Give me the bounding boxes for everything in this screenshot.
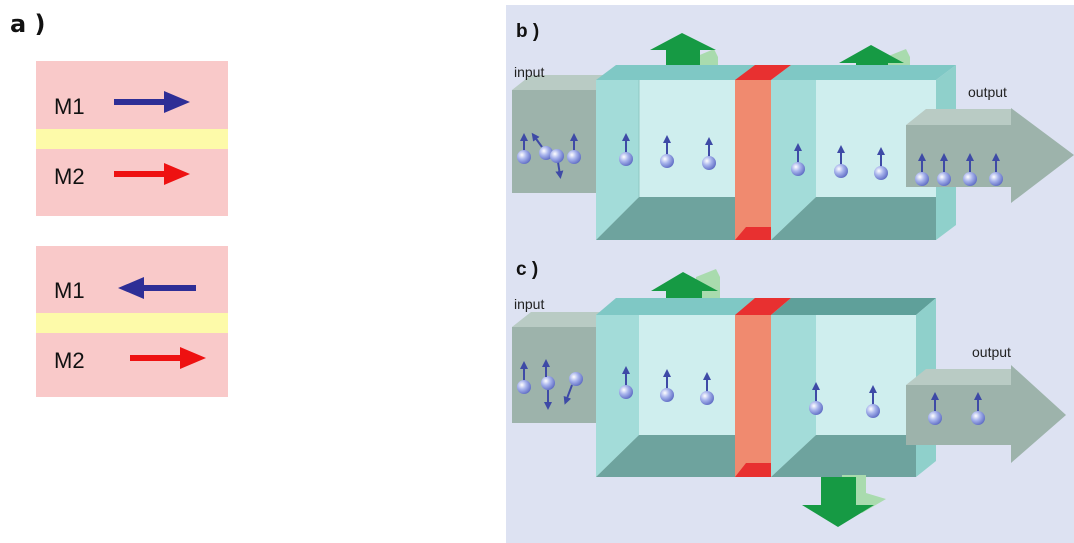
magnetic-layer-m2: M2 bbox=[36, 149, 228, 216]
magnetic-layer-m1: M1 bbox=[36, 61, 228, 129]
m1-label: M1 bbox=[54, 94, 85, 119]
block-left-top bbox=[596, 298, 766, 315]
barrier-top bbox=[735, 65, 791, 80]
block-right-bottom bbox=[771, 197, 936, 240]
magnetic-layer-m2: M2 bbox=[36, 333, 228, 397]
electron-spin-icons bbox=[517, 359, 985, 425]
m2-label: M2 bbox=[54, 164, 85, 189]
output-beam-top bbox=[906, 369, 1011, 385]
m2-label: M2 bbox=[54, 348, 85, 373]
block-left-side bbox=[596, 315, 639, 477]
block-left-bottom bbox=[596, 435, 735, 477]
barrier-top bbox=[735, 298, 791, 315]
nonmagnetic-spacer bbox=[36, 129, 228, 149]
panel-b-label: b ) bbox=[516, 21, 539, 42]
stack-antiparallel: M1 M2 bbox=[36, 246, 228, 397]
input-beam bbox=[512, 90, 596, 193]
input-label: input bbox=[514, 296, 544, 312]
block-right-side bbox=[771, 80, 816, 240]
block-right-side bbox=[771, 315, 816, 477]
panel-c: c ) input output bbox=[512, 259, 1066, 527]
panel-a-label: a ) bbox=[10, 10, 46, 38]
panel-c-label: c ) bbox=[516, 259, 538, 280]
nonmagnetic-spacer bbox=[36, 313, 228, 333]
tunnel-barrier bbox=[735, 315, 771, 477]
tunnel-barrier bbox=[735, 80, 771, 240]
outflow-arrow-down-icon bbox=[802, 475, 886, 527]
stack-parallel: M1 M2 bbox=[36, 61, 228, 216]
magnetic-layer-m1: M1 bbox=[36, 246, 228, 313]
block-left-bottom bbox=[596, 197, 735, 240]
barrier-bottom bbox=[735, 227, 771, 240]
block-left-top bbox=[596, 65, 766, 80]
block-right-top bbox=[771, 65, 956, 80]
output-beam-top bbox=[906, 109, 1011, 125]
spin-valve-illustration: b ) input ou bbox=[506, 5, 1074, 543]
m1-label: M1 bbox=[54, 278, 85, 303]
output-label: output bbox=[968, 84, 1007, 100]
electron-spin-icons bbox=[517, 132, 1003, 186]
block-left-side bbox=[596, 80, 639, 240]
m1-arrow-right-icon bbox=[114, 91, 190, 113]
output-label: output bbox=[972, 344, 1011, 360]
m2-arrow-right-icon bbox=[130, 347, 206, 369]
input-label: input bbox=[514, 64, 544, 80]
input-beam bbox=[512, 327, 596, 423]
input-beam-top bbox=[512, 75, 614, 90]
m1-arrow-left-icon bbox=[118, 277, 196, 299]
block-right-top bbox=[771, 298, 936, 315]
barrier-bottom bbox=[735, 463, 771, 477]
panel-b: b ) input ou bbox=[512, 21, 1074, 240]
m2-arrow-right-icon bbox=[114, 163, 190, 185]
output-beam bbox=[906, 365, 1066, 463]
input-beam-top bbox=[512, 312, 614, 327]
block-right-bottom bbox=[771, 435, 916, 477]
